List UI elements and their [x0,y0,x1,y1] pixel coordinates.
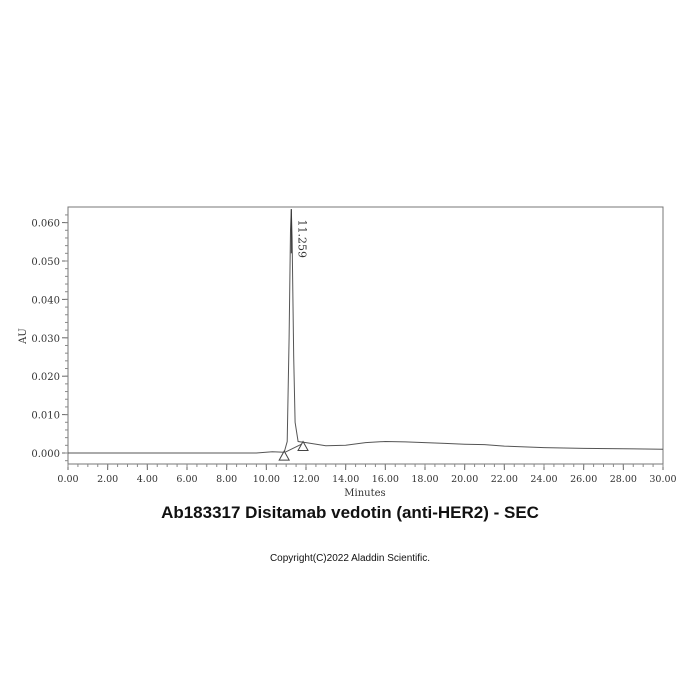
x-axis-label: Minutes [344,488,385,499]
x-tick-label: 8.00 [216,474,237,485]
plot-frame [67,206,664,465]
x-tick-label: 16.00 [372,474,399,485]
x-tick-label: 24.00 [530,474,557,485]
x-tick-label: 20.00 [451,474,478,485]
x-tick-label: 26.00 [570,474,597,485]
baseline-line [284,442,304,453]
x-tick-label: 12.00 [292,474,319,485]
copyright-text: Copyright(C)2022 Aladdin Scientific. [269,553,431,564]
y-tick-label: 0.030 [31,334,60,345]
baseline-marker [297,440,309,451]
y-tick-label: 0.010 [31,411,60,422]
baseline-marker [278,450,291,461]
x-tick-label: 2.00 [97,474,118,485]
y-tick-label: 0.060 [31,219,60,230]
series-line [68,209,664,454]
x-tick-label: 14.00 [332,474,359,485]
x-tick-label: 10.00 [253,474,280,485]
x-tick-label: 4.00 [137,474,158,485]
y-tick-label: 0.040 [31,295,60,306]
x-tick-label: 28.00 [610,474,637,485]
x-tick-label: 30.00 [649,474,676,485]
x-tick-label: 18.00 [411,474,438,485]
x-tick-label: 6.00 [176,474,197,485]
y-tick-label: 0.050 [31,257,60,268]
y-axis-label: AU [18,328,29,345]
chart-title: Ab183317 Disitamab vedotin (anti-HER2) -… [161,503,539,522]
chromatogram-chart: 0.00 2.00 4.00 6.00 8.00 10.00 12.00 14.00 16.00… [18,206,677,499]
peak-label: 11.259 [295,220,308,259]
x-tick-label: 22.00 [491,474,518,485]
y-tick-label: 0.000 [31,449,60,460]
x-tick-label: 0.00 [57,474,78,485]
y-tick-label: 0.020 [31,372,60,383]
